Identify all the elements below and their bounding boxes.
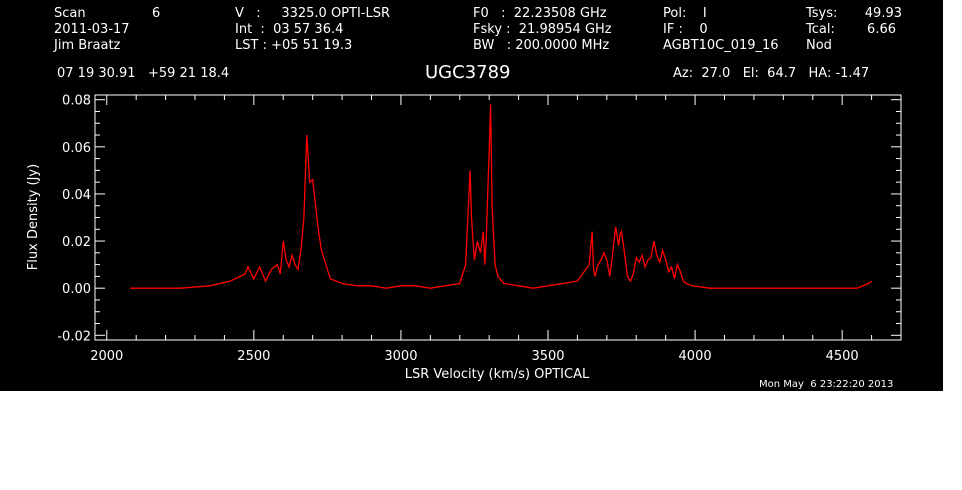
observer: Jim Braatz [54, 38, 121, 53]
spectrum-series [130, 104, 873, 289]
x-tick-label: 4500 [826, 349, 859, 364]
tcal-value: 6.66 [867, 22, 896, 37]
plot-frame [94, 94, 902, 341]
x-tick-label: 2000 [90, 349, 123, 364]
polarization-line: Pol: I [663, 6, 707, 21]
x-axis-label: LSR Velocity (km/s) OPTICAL [405, 367, 590, 382]
lst-line: LST : +05 51 19.3 [235, 38, 353, 53]
scan-value: 6 [152, 6, 161, 21]
y-tick-label: 0.08 [62, 94, 91, 109]
project-id: AGBT10C_019_16 [663, 38, 779, 53]
integration-line: Int : 03 57 36.4 [235, 22, 344, 37]
x-tick-label: 2500 [237, 349, 270, 364]
scan-label: Scan [54, 6, 86, 21]
obs-date: 2011-03-17 [54, 22, 130, 37]
y-axis-label: Flux Density (Jy) [26, 164, 41, 270]
tsys-value: 49.93 [864, 6, 902, 21]
obs-mode: Nod [806, 38, 832, 53]
y-tick-label: 0.04 [62, 188, 91, 203]
x-tick-label: 4000 [679, 349, 712, 364]
if-line: IF : 0 [663, 22, 708, 37]
pointing-info: Az: 27.0 El: 64.7 HA: -1.47 [673, 66, 870, 81]
rest-frequency-line: F0 : 22.23508 GHz [473, 6, 607, 21]
axis-ticks: 2000 2500 3000 3500 4000 4500 -0.02 0.00 0.02 0.0… [57, 94, 902, 364]
velocity-line: V : 3325.0 OPTI-LSR [235, 6, 391, 21]
x-tick-label: 3500 [531, 349, 564, 364]
sky-frequency-line: Fsky : 21.98954 GHz [473, 22, 612, 37]
source-coordinates: 07 19 30.91 +59 21 18.4 [57, 66, 230, 81]
plot-panel [0, 0, 943, 391]
y-tick-label: 0.00 [62, 282, 91, 297]
y-tick-label: 0.02 [62, 235, 91, 250]
source-name: UGC3789 [425, 62, 511, 83]
y-tick-label: -0.02 [57, 329, 91, 344]
tsys-label: Tsys: [806, 6, 838, 21]
bandwidth-line: BW : 200.0000 MHz [473, 38, 610, 53]
y-tick-label: 0.06 [62, 141, 91, 156]
tcal-label: Tcal: [806, 22, 835, 37]
x-tick-label: 3000 [384, 349, 417, 364]
plot-timestamp: Mon May 6 23:22:20 2013 [759, 379, 894, 390]
